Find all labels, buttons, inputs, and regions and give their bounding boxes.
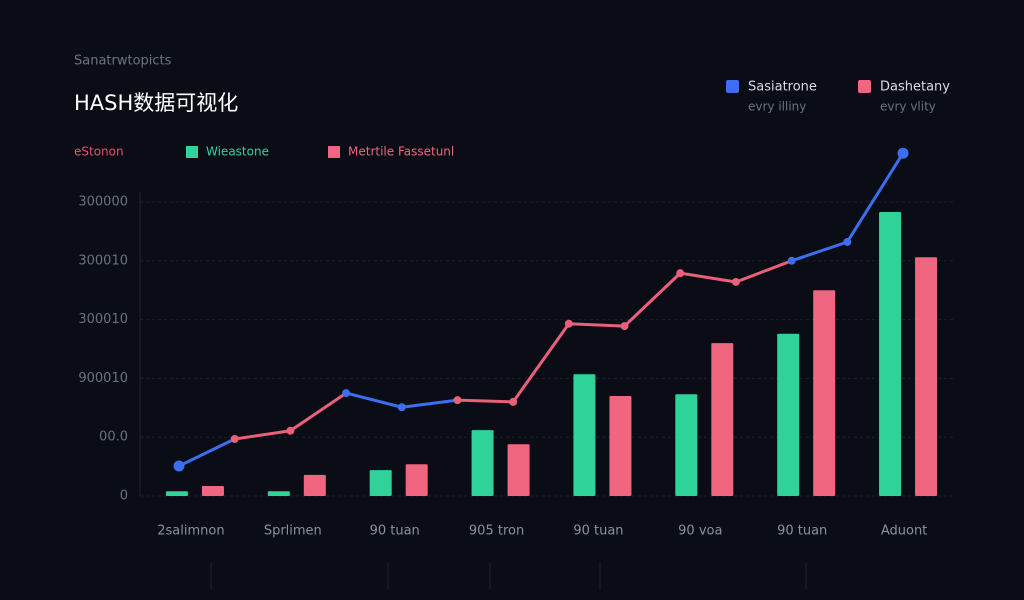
legend-label: Sasiatrone (748, 80, 817, 95)
x-tick-label: 90 tuan (573, 524, 623, 539)
line-point (286, 426, 295, 435)
line-point (453, 396, 462, 405)
line-segment (678, 271, 738, 284)
bar (573, 374, 596, 496)
line-point (843, 237, 852, 246)
bar (369, 470, 392, 496)
line-point (342, 389, 351, 398)
legend-label: Metrtile Fassetunl (348, 145, 454, 159)
line-segment (790, 240, 849, 263)
line-segment (455, 398, 515, 404)
legend-sub: evry vlity (880, 100, 936, 114)
line-point (676, 269, 685, 278)
line-segment (511, 322, 571, 404)
line-point (509, 397, 518, 406)
legend-swatch (328, 146, 340, 158)
line-segment (177, 437, 237, 468)
line-point (897, 147, 909, 159)
bar (879, 211, 902, 496)
bar (471, 430, 494, 496)
y-tick-label: 0 (120, 489, 128, 504)
line-point (397, 403, 406, 412)
y-tick-label: 900010 (78, 371, 128, 386)
overline: Sanatrwtopicts (74, 54, 172, 69)
line-segment (288, 391, 348, 433)
bar (201, 486, 224, 496)
line-point (731, 277, 740, 286)
x-tick-label: 90 tuan (370, 524, 420, 539)
bar (777, 333, 800, 496)
bar (507, 444, 530, 496)
line-segment (734, 259, 794, 284)
y-tick-label: 00.0 (99, 430, 128, 445)
legend-swatch (186, 146, 198, 158)
line-segment (567, 322, 627, 328)
bar (609, 396, 632, 496)
bar (813, 290, 836, 496)
x-tick-label: 2salimnon (157, 524, 224, 539)
legend-swatch (858, 80, 871, 93)
x-tick-label: 90 voa (678, 524, 722, 539)
line-segment (623, 271, 682, 328)
bar (711, 343, 734, 496)
x-tick-label: Aduont (881, 524, 927, 539)
chart-title: HASH数据可视化 (74, 91, 238, 115)
line-point (787, 256, 796, 265)
line-segment (233, 429, 292, 441)
bar (165, 491, 188, 496)
line-segment (845, 151, 905, 244)
bar (915, 257, 938, 496)
bar (303, 474, 326, 496)
bar (267, 491, 290, 496)
legend-label: eStonon (74, 145, 124, 159)
line-point (230, 434, 239, 443)
legend-sub: evry illiny (748, 100, 806, 114)
line-point (564, 319, 573, 328)
x-tick-label: 90 tuan (777, 524, 827, 539)
bar (405, 464, 428, 496)
bar (675, 394, 698, 496)
line-point (173, 460, 185, 472)
line-segment (344, 391, 404, 409)
line-segment (400, 398, 459, 409)
legend-label: Dashetany (880, 80, 950, 95)
line-point (620, 322, 629, 331)
y-tick-label: 300010 (78, 253, 128, 268)
y-tick-label: 300010 (78, 312, 128, 327)
legend-swatch (726, 80, 739, 93)
legend-label: Wieastone (206, 145, 269, 159)
x-tick-label: 905 tron (469, 524, 524, 539)
x-tick-label: Sprlimen (264, 524, 322, 539)
y-tick-label: 300000 (78, 195, 128, 210)
